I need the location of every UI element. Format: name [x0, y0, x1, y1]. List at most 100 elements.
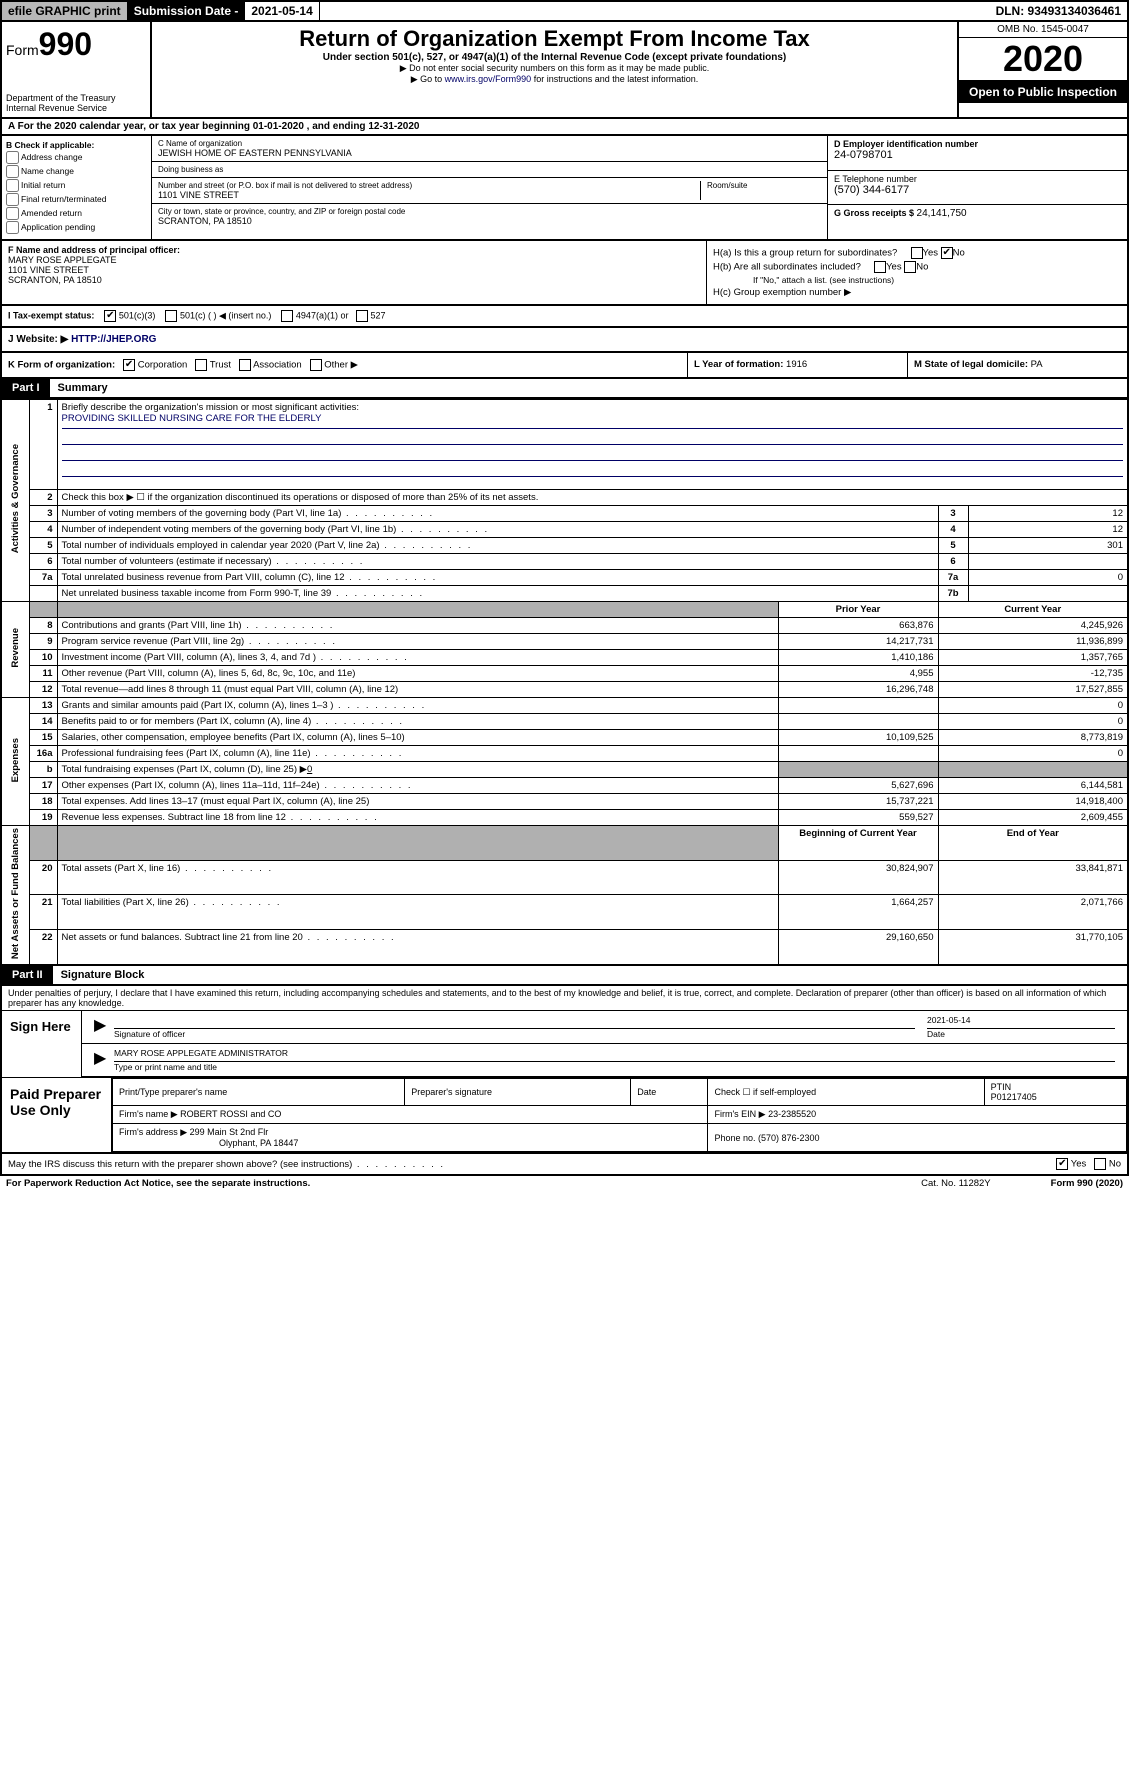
submission-date: 2021-05-14	[245, 2, 319, 20]
side-expenses: Expenses	[10, 738, 21, 782]
h-b: H(b) Are all subordinates included? Yes …	[713, 261, 1121, 273]
side-revenue: Revenue	[10, 628, 21, 668]
row-l-year: L Year of formation: 1916	[687, 353, 907, 377]
line12: Total revenue—add lines 8 through 11 (mu…	[57, 682, 778, 698]
p21: 1,664,257	[778, 895, 938, 930]
v5: 301	[968, 538, 1128, 554]
part2-header: Part II	[2, 966, 53, 984]
side-net-assets: Net Assets or Fund Balances	[10, 828, 21, 959]
firm-name-label: Firm's name ▶	[119, 1109, 180, 1119]
tax-year: 2020	[959, 38, 1127, 81]
line6: Total number of volunteers (estimate if …	[57, 554, 938, 570]
org-name: JEWISH HOME OF EASTERN PENNSYLVANIA	[158, 148, 821, 158]
sig-date: 2021-05-14	[927, 1015, 1115, 1029]
firm-phone-label: Phone no.	[714, 1133, 758, 1143]
c11: -12,735	[938, 666, 1128, 682]
line22: Net assets or fund balances. Subtract li…	[57, 929, 778, 965]
preparer-sig-hdr: Preparer's signature	[405, 1079, 631, 1106]
sig-name-label: Type or print name and title	[114, 1062, 217, 1072]
c14: 0	[938, 714, 1128, 730]
line4: Number of independent voting members of …	[57, 522, 938, 538]
chk-name-change[interactable]: Name change	[6, 165, 147, 178]
firm-phone: (570) 876-2300	[758, 1133, 820, 1143]
p14	[778, 714, 938, 730]
col-b-checkboxes: B Check if applicable: Address change Na…	[2, 136, 152, 239]
v6	[968, 554, 1128, 570]
row-j-website: J Website: ▶ HTTP://JHEP.ORG	[0, 328, 1129, 353]
self-employed-chk[interactable]: Check ☐ if self-employed	[708, 1079, 984, 1106]
open-to-public: Open to Public Inspection	[959, 81, 1127, 103]
line15: Salaries, other compensation, employee b…	[57, 730, 778, 746]
line19: Revenue less expenses. Subtract line 18 …	[57, 810, 778, 826]
privacy-note: ▶ Do not enter social security numbers o…	[156, 63, 953, 74]
firm-addr1: 299 Main St 2nd Flr	[190, 1127, 269, 1137]
paperwork-notice: For Paperwork Reduction Act Notice, see …	[6, 1178, 310, 1189]
chk-address-change[interactable]: Address change	[6, 151, 147, 164]
c21: 2,071,766	[938, 895, 1128, 930]
officer-name: MARY ROSE APPLEGATE	[8, 255, 700, 265]
v7a: 0	[968, 570, 1128, 586]
c16a: 0	[938, 746, 1128, 762]
current-year-hdr: Current Year	[938, 602, 1128, 618]
row-m-state: M State of legal domicile: PA	[907, 353, 1127, 377]
line11: Other revenue (Part VIII, column (A), li…	[57, 666, 778, 682]
c10: 1,357,765	[938, 650, 1128, 666]
chk-final-return[interactable]: Final return/terminated	[6, 193, 147, 206]
ein-label: D Employer identification number	[834, 139, 1121, 149]
line8: Contributions and grants (Part VIII, lin…	[57, 618, 778, 634]
form-subtitle: Under section 501(c), 527, or 4947(a)(1)…	[156, 52, 953, 63]
sig-date-label: Date	[927, 1029, 945, 1039]
cat-number: Cat. No. 11282Y	[921, 1178, 991, 1189]
sig-officer-label: Signature of officer	[114, 1029, 185, 1039]
c15: 8,773,819	[938, 730, 1128, 746]
p19: 559,527	[778, 810, 938, 826]
instructions-link[interactable]: www.irs.gov/Form990	[445, 74, 532, 84]
p17: 5,627,696	[778, 778, 938, 794]
p10: 1,410,186	[778, 650, 938, 666]
room-label: Room/suite	[707, 181, 821, 190]
v4: 12	[968, 522, 1128, 538]
form-header: Form990 Department of the Treasury Inter…	[0, 22, 1129, 119]
gross-receipts-label: G Gross receipts $	[834, 208, 917, 218]
efile-graphic-print[interactable]: efile GRAPHIC print	[2, 2, 128, 20]
chk-amended[interactable]: Amended return	[6, 207, 147, 220]
dept-treasury: Department of the Treasury Internal Reve…	[6, 93, 146, 113]
v3: 12	[968, 506, 1128, 522]
prior-year-hdr: Prior Year	[778, 602, 938, 618]
boc-hdr: Beginning of Current Year	[778, 826, 938, 861]
paid-preparer-label: Paid Preparer Use Only	[2, 1078, 112, 1152]
chk-application-pending[interactable]: Application pending	[6, 221, 147, 234]
eoy-hdr: End of Year	[938, 826, 1128, 861]
website-link[interactable]: HTTP://JHEP.ORG	[71, 334, 156, 345]
line20: Total assets (Part X, line 16)	[57, 860, 778, 895]
line21: Total liabilities (Part X, line 26)	[57, 895, 778, 930]
form-footer: Form 990 (2020)	[1051, 1178, 1123, 1189]
row-k-form-org: K Form of organization: Corporation Trus…	[2, 353, 687, 377]
p16a	[778, 746, 938, 762]
officer-addr1: 1101 VINE STREET	[8, 265, 700, 275]
part1-title: Summary	[50, 382, 108, 394]
line7b: Net unrelated business taxable income fr…	[57, 586, 938, 602]
side-governance: Activities & Governance	[10, 444, 21, 553]
p11: 4,955	[778, 666, 938, 682]
c8: 4,245,926	[938, 618, 1128, 634]
firm-ein: 23-2385520	[768, 1109, 816, 1119]
firm-addr2: Olyphant, PA 18447	[119, 1138, 298, 1148]
row-i-tax-status: I Tax-exempt status: 501(c)(3) 501(c) ( …	[0, 306, 1129, 328]
p22: 29,160,650	[778, 929, 938, 965]
h-a: H(a) Is this a group return for subordin…	[713, 247, 1121, 259]
discuss-yes-no[interactable]: Yes No	[1056, 1158, 1121, 1170]
gross-receipts-value: 24,141,750	[917, 208, 967, 219]
street-value: 1101 VINE STREET	[158, 190, 694, 200]
ptin-value: P01217405	[991, 1092, 1037, 1102]
firm-ein-label: Firm's EIN ▶	[714, 1109, 768, 1119]
line16b: Total fundraising expenses (Part IX, col…	[57, 762, 778, 778]
line3: Number of voting members of the governin…	[57, 506, 938, 522]
p13	[778, 698, 938, 714]
city-value: SCRANTON, PA 18510	[158, 216, 821, 226]
ptin-label: PTIN	[991, 1082, 1012, 1092]
omb-number: OMB No. 1545-0047	[959, 22, 1127, 38]
c18: 14,918,400	[938, 794, 1128, 810]
chk-initial-return[interactable]: Initial return	[6, 179, 147, 192]
phone-value: (570) 344-6177	[834, 184, 1121, 196]
